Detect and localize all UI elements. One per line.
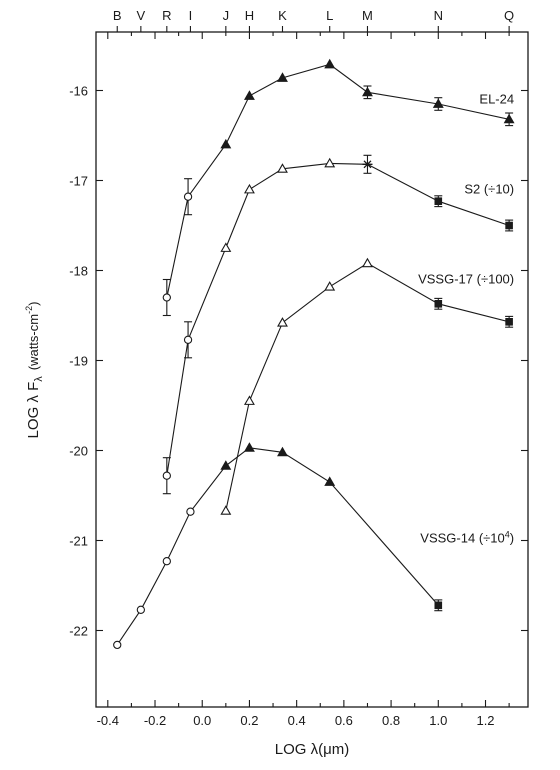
- data-point-2-2: [277, 317, 288, 327]
- x-tick-label-0: -0.4: [97, 713, 119, 728]
- y-axis: -16 -17 -18 -19 -20 -21 -22: [69, 84, 528, 639]
- band-label-V: V: [137, 8, 146, 23]
- data-point-1-5: [324, 157, 336, 168]
- x-axis-label: LOG λ(μm): [275, 741, 349, 758]
- series-label-text-3: VSSG-14 (÷10: [420, 531, 504, 546]
- series-label-close-3: ): [510, 531, 514, 546]
- y-axis-label-units: (watts-cm: [26, 314, 41, 370]
- data-point-2-4: [362, 257, 373, 268]
- band-label-H: H: [245, 8, 254, 23]
- data-point-3-3: [186, 507, 195, 516]
- data-point-0-3: [243, 90, 255, 100]
- band-label-N: N: [434, 8, 443, 23]
- data-point-0-2: [220, 138, 232, 149]
- y-axis-label-main: LOG λ F: [25, 382, 42, 439]
- data-point-3-4: [220, 460, 232, 470]
- y-axis-label: LOG λ Fλ (watts-cm-2): [24, 302, 45, 439]
- series-line-2: [225, 262, 510, 511]
- data-point-3-5: [243, 442, 255, 452]
- data-point-1-4: [277, 163, 288, 173]
- band-label-Q: Q: [504, 8, 514, 23]
- band-label-J: J: [223, 8, 230, 23]
- plot-frame: [95, 31, 529, 708]
- series-label-text-2: VSSG-17 (÷100): [418, 272, 514, 287]
- series-0: EL-24: [162, 58, 515, 317]
- band-label-K: K: [278, 8, 287, 23]
- data-point-0-8: [503, 113, 515, 124]
- y-tick-label-4: -20: [69, 444, 88, 459]
- data-point-3-7: [324, 476, 336, 486]
- series-line-0: [166, 63, 510, 298]
- data-point-1-2: [220, 242, 232, 252]
- series-3: VSSG-14 (÷104): [113, 442, 514, 650]
- data-point-3-1: [136, 605, 146, 614]
- band-label-L: L: [326, 8, 333, 23]
- series-1: S2 (÷10): [162, 154, 514, 495]
- x-tick-label-12: 0.8: [382, 713, 400, 728]
- y-tick-label-6: -22: [69, 624, 88, 639]
- series-label-1: S2 (÷10): [464, 182, 514, 197]
- band-label-B: B: [113, 8, 122, 23]
- data-point-3-6: [277, 446, 288, 457]
- band-label-R: R: [162, 8, 171, 23]
- data-point-1-3: [243, 183, 255, 194]
- y-axis-label-sub: λ: [33, 376, 45, 382]
- data-point-2-0: [220, 505, 232, 515]
- data-point-3-2: [162, 557, 171, 566]
- x-axis: -0.4 -0.2 0.0 0.2 0.4 0.6 0.8 1.0 1.2: [97, 32, 510, 728]
- data-point-0-0: [162, 293, 171, 302]
- data-point-0-5: [324, 58, 336, 69]
- x-tick-label-4: 0.0: [193, 713, 211, 728]
- series-2: VSSG-17 (÷100): [220, 257, 514, 515]
- data-point-1-0: [162, 471, 171, 480]
- x-tick-label-2: -0.2: [144, 713, 166, 728]
- x-tick-label-16: 1.2: [476, 713, 494, 728]
- y-axis-label-units-exp: -2: [24, 306, 34, 314]
- band-label-M: M: [362, 8, 373, 23]
- data-point-0-7: [432, 98, 444, 108]
- series-label-2: VSSG-17 (÷100): [418, 272, 514, 287]
- y-tick-label-1: -17: [69, 174, 88, 189]
- y-tick-label-2: -18: [69, 264, 88, 279]
- data-point-1-1: [183, 335, 193, 344]
- data-point-3-0: [113, 640, 122, 650]
- data-point-1-8: [505, 221, 513, 230]
- y-tick-label-0: -16: [69, 84, 88, 99]
- data-point-2-1: [243, 395, 255, 405]
- series-label-text-1: S2 (÷10): [464, 182, 514, 197]
- data-point-0-6: [362, 86, 373, 97]
- series-label-3: VSSG-14 (÷104): [420, 530, 514, 546]
- data-point-0-4: [277, 72, 288, 82]
- x-tick-label-6: 0.2: [240, 713, 258, 728]
- data-point-2-6: [505, 318, 513, 326]
- data-point-2-5: [434, 300, 443, 308]
- y-tick-label-5: -21: [69, 534, 88, 549]
- series-label-text-0: EL-24: [479, 92, 514, 107]
- y-tick-label-3: -19: [69, 354, 88, 369]
- band-label-I: I: [189, 8, 193, 23]
- series-label-sup-3: 4: [505, 530, 510, 540]
- data-point-3-8: [434, 601, 443, 610]
- series-line-1: [166, 162, 510, 476]
- data-point-1-7: [434, 197, 443, 205]
- x-tick-label-14: 1.0: [429, 713, 447, 728]
- data-point-0-1: [183, 192, 193, 201]
- x-tick-label-8: 0.4: [288, 713, 306, 728]
- series-label-0: EL-24: [479, 92, 514, 107]
- x-tick-label-10: 0.6: [335, 713, 353, 728]
- y-axis-label-units-close: ): [26, 302, 41, 306]
- series-group: EL-24 S2 (÷10) VSSG-17 (÷100) VSSG-14 (÷104…: [113, 58, 515, 650]
- data-point-1-6: [362, 160, 373, 169]
- data-point-2-3: [324, 281, 336, 291]
